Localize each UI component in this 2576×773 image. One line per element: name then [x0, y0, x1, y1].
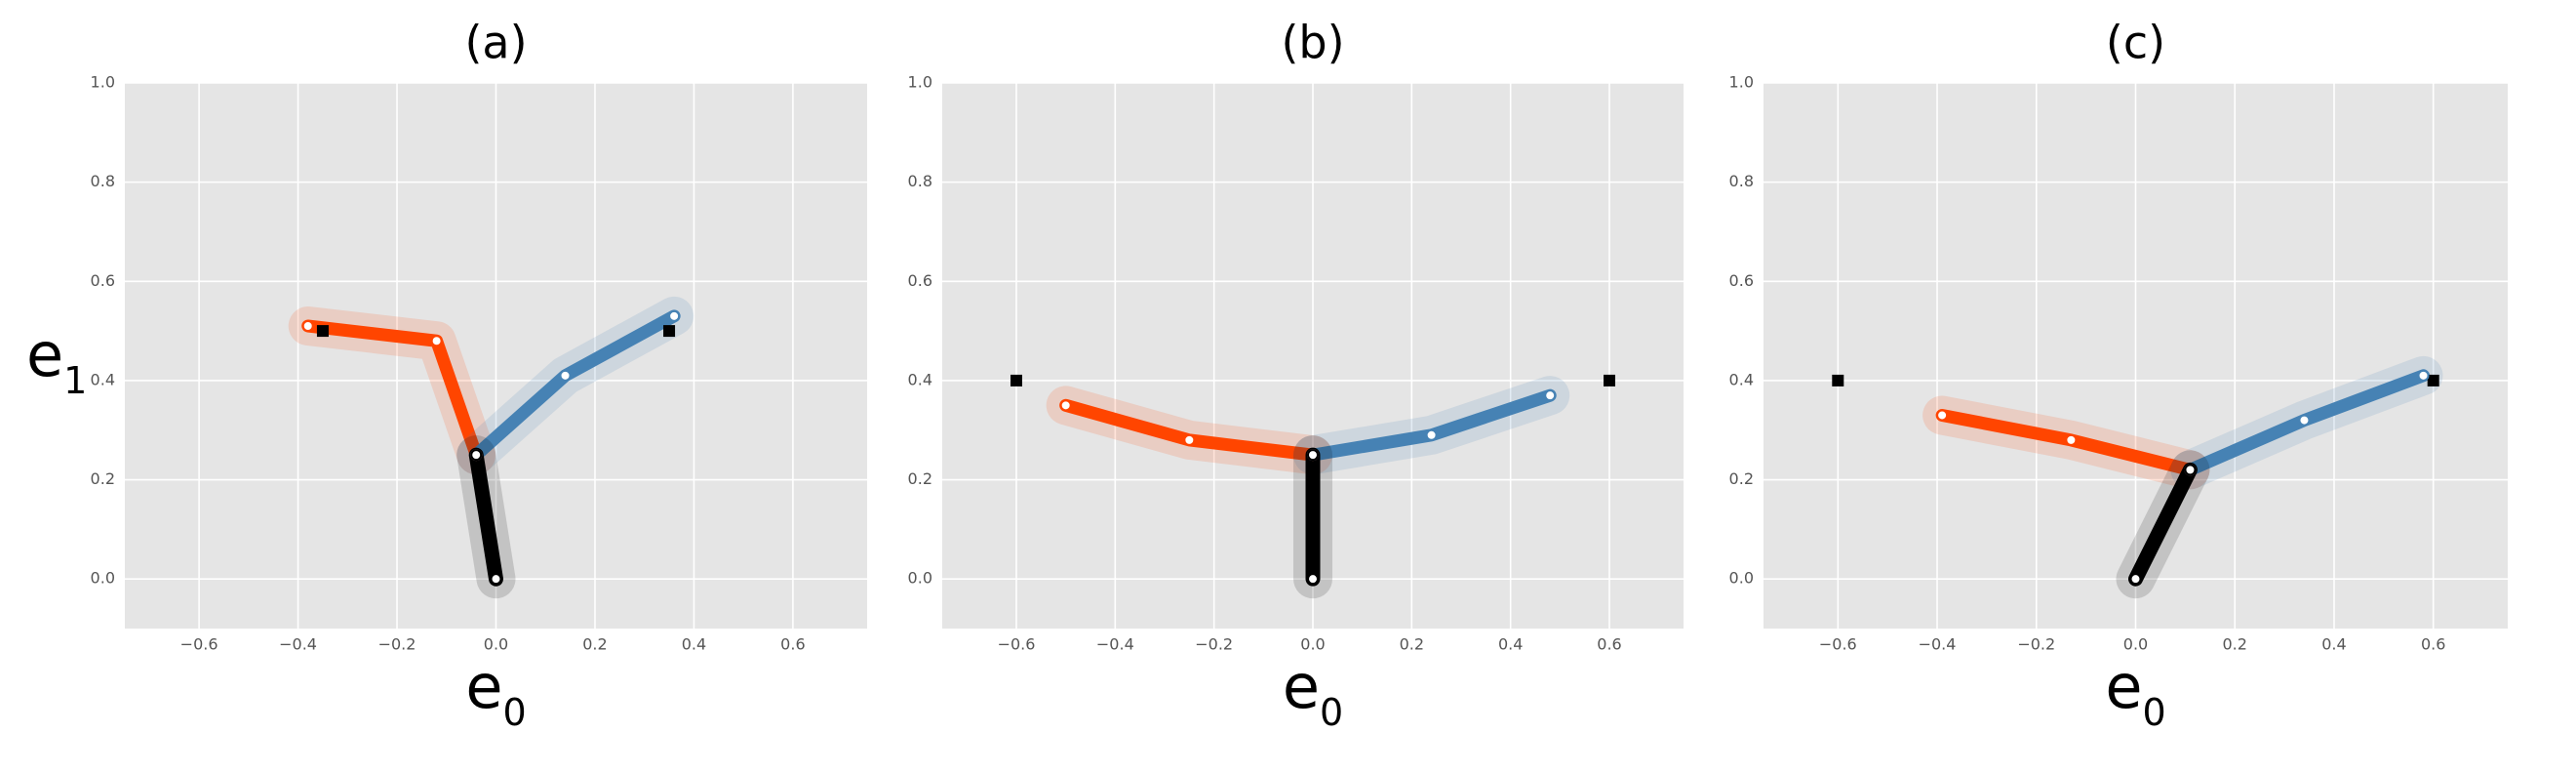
- x-tick-label: −0.2: [1195, 635, 1233, 654]
- joint: [1425, 428, 1438, 441]
- x-tick-label: 0.6: [780, 635, 805, 654]
- joint: [2417, 369, 2430, 382]
- y-tick-label: 0.8: [1729, 172, 1754, 190]
- y-tick-label: 0.6: [908, 271, 932, 290]
- x-tick-label: 0.0: [484, 635, 508, 654]
- arm-segment: [2128, 462, 2198, 587]
- target-marker: [316, 325, 329, 338]
- joint: [1307, 573, 1319, 586]
- joint: [559, 369, 572, 382]
- y-axis-label: e1: [26, 319, 87, 401]
- y-tick-label: 0.2: [908, 469, 932, 488]
- x-axis-label-sub: 0: [502, 691, 526, 734]
- joint: [1544, 389, 1557, 402]
- joint: [2298, 414, 2311, 427]
- x-tick-label: 0.0: [1300, 635, 1325, 654]
- y-tick-label: 0.2: [1729, 469, 1754, 488]
- y-tick-label: 0.6: [1729, 271, 1754, 290]
- joint: [430, 335, 443, 347]
- joint: [1307, 449, 1319, 462]
- arm-segment: [468, 447, 503, 587]
- x-axis-label: e0: [2105, 651, 2165, 733]
- y-tick-label: 0.2: [91, 469, 115, 488]
- y-tick-label: 1.0: [1729, 73, 1754, 92]
- y-tick-label: 1.0: [91, 73, 115, 92]
- chart-title: (a): [464, 17, 527, 69]
- x-tick-label: 0.0: [2123, 635, 2148, 654]
- x-axis-label: e0: [1283, 651, 1343, 733]
- y-tick-label: 0.4: [91, 370, 115, 388]
- y-tick-label: 0.4: [908, 370, 932, 388]
- x-tick-label: −0.2: [378, 635, 416, 654]
- joint: [470, 449, 483, 462]
- target-marker: [2427, 374, 2439, 386]
- y-tick-label: 0.0: [908, 569, 932, 588]
- joint: [2065, 433, 2078, 446]
- x-tick-label: 0.2: [582, 635, 607, 654]
- x-tick-label: 0.6: [2421, 635, 2445, 654]
- y-tick-label: 0.0: [1729, 569, 1754, 588]
- y-tick-label: 0.4: [1729, 370, 1754, 388]
- x-axis-label-sub: 0: [1320, 691, 1343, 734]
- target-marker: [1604, 374, 1615, 386]
- y-axis-label-main: e: [26, 319, 63, 390]
- x-tick-label: −0.2: [2017, 635, 2055, 654]
- x-tick-label: 0.4: [682, 635, 706, 654]
- joint: [1936, 409, 1949, 422]
- x-tick-label: −0.6: [180, 635, 218, 654]
- x-tick-label: −0.4: [1919, 635, 1957, 654]
- y-axis-label-sub: 1: [63, 359, 87, 402]
- target-marker: [663, 325, 676, 338]
- y-tick-label: 0.8: [908, 172, 932, 190]
- y-tick-label: 1.0: [908, 73, 932, 92]
- joint: [1059, 399, 1072, 412]
- joint: [2184, 464, 2197, 476]
- x-tick-label: 0.6: [1597, 635, 1621, 654]
- joint: [2129, 573, 2142, 586]
- y-tick-label: 0.0: [91, 569, 115, 588]
- target-marker: [1832, 374, 1844, 386]
- x-axis-label-main: e: [465, 651, 502, 722]
- x-axis-label-main: e: [2105, 651, 2142, 722]
- joint: [1183, 433, 1196, 446]
- joint: [301, 320, 314, 333]
- target-marker: [1011, 374, 1022, 386]
- x-tick-label: 0.4: [2321, 635, 2346, 654]
- x-tick-label: −0.4: [279, 635, 317, 654]
- joint: [490, 573, 502, 586]
- x-axis-label-main: e: [1283, 651, 1320, 722]
- chart-title: (b): [1281, 17, 1344, 69]
- x-tick-label: 0.2: [1400, 635, 1424, 654]
- x-tick-label: −0.4: [1096, 635, 1134, 654]
- chart-title: (c): [2106, 17, 2165, 69]
- x-tick-label: 0.2: [2223, 635, 2247, 654]
- x-axis-label: e0: [465, 651, 526, 733]
- x-tick-label: −0.6: [1819, 635, 1857, 654]
- joint: [668, 309, 681, 322]
- y-tick-label: 0.8: [91, 172, 115, 190]
- x-axis-label-sub: 0: [2142, 691, 2165, 734]
- x-tick-label: −0.6: [998, 635, 1036, 654]
- y-tick-label: 0.6: [91, 271, 115, 290]
- x-tick-label: 0.4: [1498, 635, 1523, 654]
